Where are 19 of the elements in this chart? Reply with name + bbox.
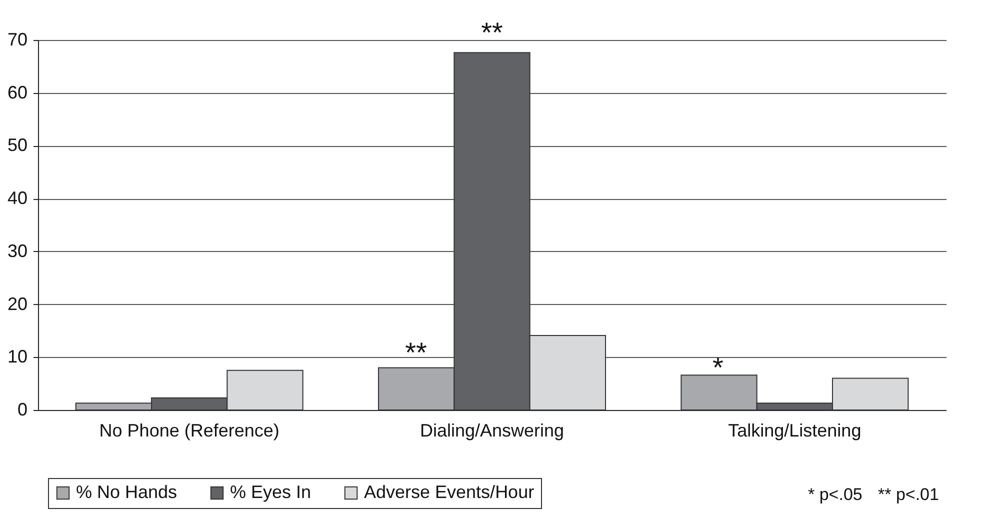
- legend-label: % Eyes In: [230, 482, 312, 502]
- y-tick-label: 10: [7, 346, 28, 367]
- legend-label: Adverse Events/Hour: [364, 482, 534, 502]
- annotation: **: [405, 337, 427, 368]
- text: ** p<.01: [878, 485, 939, 504]
- y-tick-label: 30: [7, 240, 28, 261]
- x-tick-label: Talking/Listening: [728, 420, 862, 440]
- y-tick-label: 60: [7, 82, 28, 102]
- x-tick-label: No Phone (Reference): [99, 420, 280, 440]
- annotation: *: [712, 352, 724, 383]
- y-tick-label: 0: [17, 400, 28, 420]
- legend-label: % No Hands: [76, 482, 178, 502]
- y-tick-label: 40: [7, 188, 28, 208]
- y-tick-label: 50: [7, 135, 28, 156]
- y-tick-label: 70: [7, 30, 28, 50]
- y-tick-label: 20: [7, 294, 28, 314]
- annotation: **: [481, 17, 503, 48]
- x-tick-label: Dialing/Answering: [420, 420, 564, 440]
- text: * p<.05: [808, 485, 862, 504]
